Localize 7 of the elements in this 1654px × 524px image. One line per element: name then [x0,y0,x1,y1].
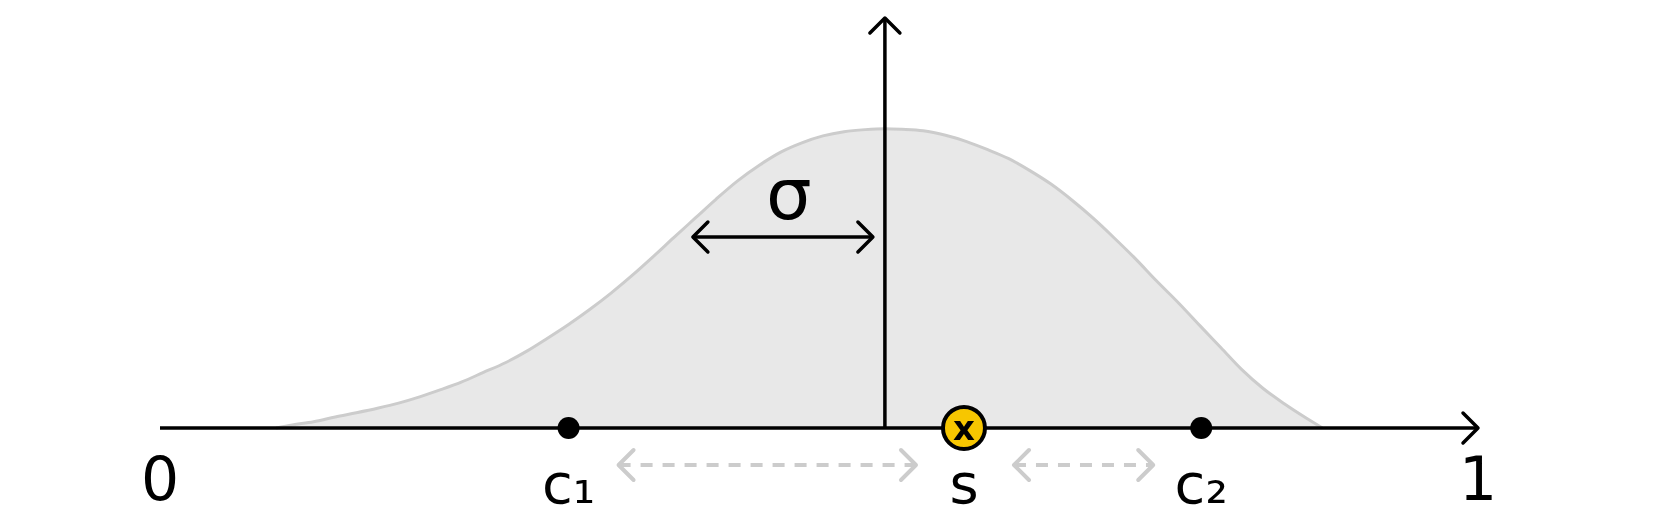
x-tick-label: 1 [1458,443,1498,514]
series-label: s [949,451,979,516]
annotation: x [953,408,976,449]
series-label: c₂ [1174,451,1228,516]
annotation: σ [766,152,812,236]
series-label: c₁ [541,451,596,516]
x-tick-label: 0 [140,443,180,514]
